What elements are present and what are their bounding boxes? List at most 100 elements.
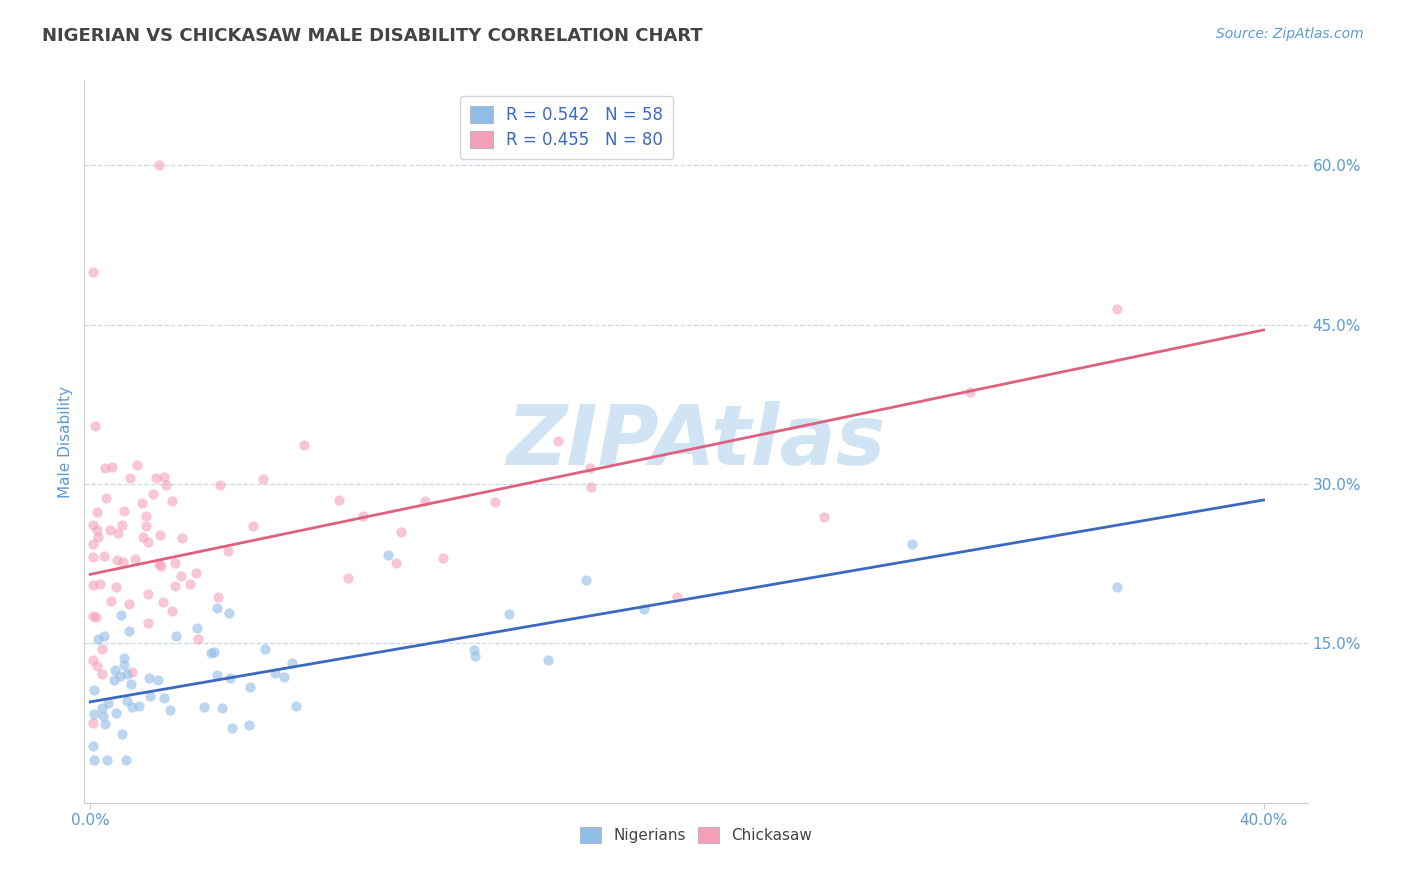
Point (463, 643, 485, 657)
Point (464, 648, 486, 663)
Point (432, 551, 454, 566)
Point (537, 653, 560, 667)
Point (135, 519, 157, 533)
Point (579, 480, 602, 494)
Point (87, 632, 110, 647)
Point (264, 666, 287, 681)
Point (101, 460, 124, 475)
Point (115, 694, 138, 708)
Point (86, 659, 108, 673)
Point (253, 641, 276, 656)
Point (112, 504, 135, 518)
Point (110, 608, 132, 623)
Point (82, 550, 104, 565)
Point (111, 517, 134, 532)
Point (94, 716, 117, 731)
Point (813, 510, 835, 524)
Point (285, 698, 308, 713)
Point (136, 587, 159, 601)
Point (242, 519, 264, 533)
Point (665, 590, 688, 604)
Point (200, 646, 222, 660)
Point (100, 594, 122, 608)
Point (82, 578, 104, 592)
Point (959, 384, 981, 399)
Point (115, 753, 138, 767)
Point (578, 461, 600, 475)
Point (108, 669, 131, 683)
Point (136, 615, 159, 630)
Point (111, 727, 134, 741)
Point (413, 494, 436, 508)
Point (292, 438, 315, 452)
Point (152, 595, 174, 609)
Point (150, 559, 173, 574)
Point (218, 672, 240, 686)
Point (547, 434, 569, 449)
Point (112, 657, 135, 672)
Point (90, 641, 112, 656)
Point (91, 701, 114, 715)
Point (124, 551, 146, 566)
Point (84, 610, 107, 624)
Point (498, 607, 520, 621)
Point (96, 753, 118, 767)
Point (159, 703, 181, 717)
Point (218, 606, 240, 620)
Point (148, 158, 170, 172)
Point (127, 458, 149, 472)
Point (145, 471, 167, 485)
Point (172, 531, 194, 545)
Point (148, 557, 170, 571)
Point (484, 495, 506, 509)
Point (280, 656, 302, 670)
Point (184, 566, 207, 580)
Point (82, 264, 104, 278)
Point (97, 696, 120, 710)
Point (155, 478, 177, 492)
Point (179, 576, 201, 591)
Point (118, 470, 141, 484)
Point (202, 645, 225, 659)
Point (120, 677, 142, 691)
Point (205, 668, 228, 682)
Point (94, 461, 117, 475)
Point (104, 663, 127, 677)
Point (135, 508, 157, 523)
Point (238, 718, 260, 732)
Point (205, 600, 228, 615)
Point (82, 609, 104, 624)
Point (353, 509, 375, 524)
Point (82, 716, 104, 731)
Point (575, 573, 598, 587)
Point (633, 602, 655, 616)
Point (217, 544, 239, 558)
Point (98, 523, 121, 537)
Point (82, 653, 104, 667)
Point (273, 670, 295, 684)
Point (82, 518, 104, 533)
Point (149, 528, 172, 542)
Point (84, 418, 107, 433)
Point (1105, 302, 1128, 317)
Point (93, 629, 115, 643)
Point (377, 548, 399, 562)
Point (239, 680, 262, 694)
Point (94, 491, 117, 506)
Point (165, 579, 187, 593)
Point (103, 673, 125, 687)
Point (186, 621, 208, 635)
Point (163, 556, 186, 570)
Point (136, 535, 159, 549)
Legend: Nigerians, Chickasaw: Nigerians, Chickasaw (574, 822, 818, 849)
Point (115, 667, 138, 681)
Point (153, 470, 176, 484)
Point (132, 530, 155, 544)
Point (112, 555, 135, 569)
Point (83, 682, 105, 697)
Point (139, 689, 162, 703)
Text: Source: ZipAtlas.com: Source: ZipAtlas.com (1216, 27, 1364, 41)
Point (121, 699, 143, 714)
Point (152, 691, 174, 706)
Point (221, 721, 243, 735)
